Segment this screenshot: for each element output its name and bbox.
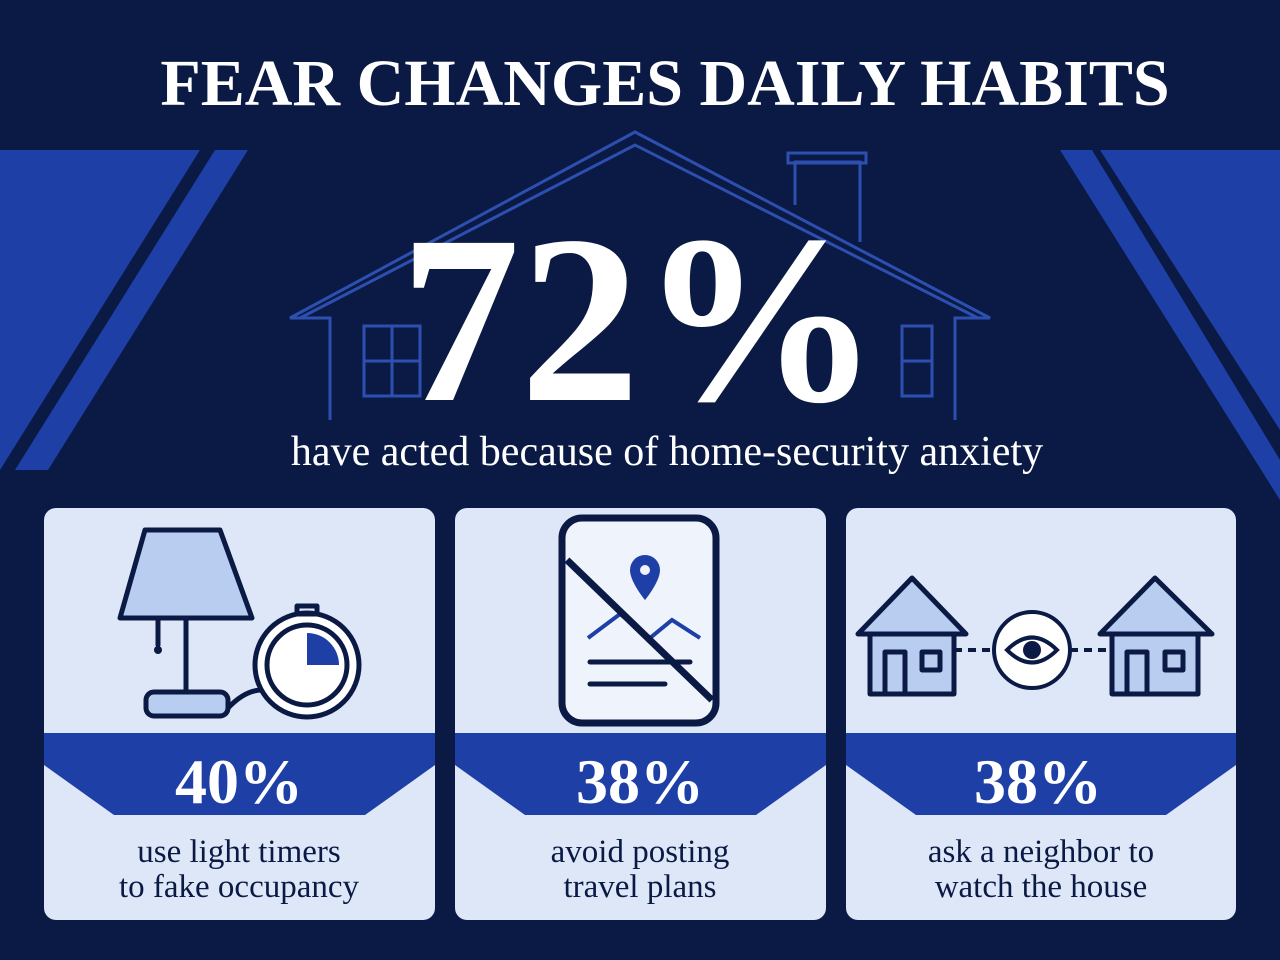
card-caption: use light timers — [137, 834, 340, 870]
card-stat: 38% — [576, 746, 704, 817]
card-caption: watch the house — [935, 869, 1148, 905]
stat-band — [846, 733, 1236, 815]
card-caption: to fake occupancy — [119, 869, 360, 905]
lamp-timer-icon — [117, 527, 362, 720]
house-outline — [289, 130, 991, 420]
card-caption: avoid posting — [551, 834, 730, 870]
right-stripe — [1060, 150, 1280, 500]
right-banner — [1100, 150, 1280, 430]
card-stat: 40% — [175, 746, 303, 817]
left-banner — [0, 150, 200, 470]
no-posting-icon — [558, 514, 720, 727]
stat-band — [455, 733, 826, 815]
card-stat: 38% — [974, 746, 1102, 817]
card: 38% avoid posting travel plans — [455, 508, 826, 920]
card: 40% use light timers to fake occupancy — [44, 508, 435, 920]
left-stripe — [15, 150, 248, 470]
card: 38% ask a neighbor to watch the house — [846, 508, 1236, 920]
title: FEAR CHANGES DAILY HABITS — [160, 47, 1169, 120]
card-caption: ask a neighbor to — [928, 834, 1154, 870]
card-caption: travel plans — [563, 869, 716, 905]
neighbor-watch-icon — [855, 575, 1215, 697]
headline-caption: have acted because of home-security anxi… — [291, 429, 1043, 475]
headline-stat: 72% — [400, 186, 880, 452]
stat-band — [44, 733, 435, 815]
